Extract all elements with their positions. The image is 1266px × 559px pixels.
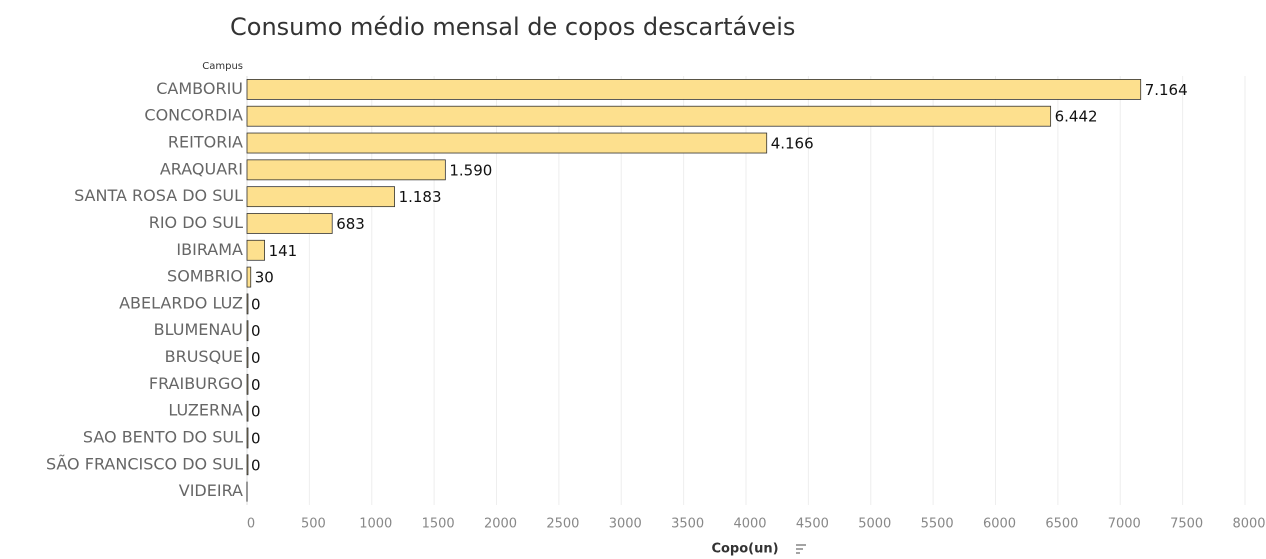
category-axis-label: Campus [202, 61, 243, 72]
category-label: FRAIBURGO [149, 374, 243, 393]
x-tick-label: 3500 [671, 517, 704, 532]
category-label: VIDEIRA [179, 481, 243, 500]
x-tick-label: 4500 [796, 517, 829, 532]
category-label: SAO BENTO DO SUL [83, 427, 243, 446]
category-label: CONCORDIA [144, 106, 243, 125]
bar [246, 347, 249, 368]
value-label: 7.164 [1145, 81, 1188, 99]
x-tick-label: 4000 [733, 517, 766, 532]
bar [246, 320, 249, 342]
x-axis-label: Copo(un) [711, 542, 778, 557]
x-tick-label: 5000 [858, 517, 891, 532]
x-tick-label: 6500 [1045, 517, 1078, 532]
x-tick-label: 5500 [921, 517, 954, 532]
category-label: SÃO FRANCISCO DO SUL [46, 454, 243, 473]
value-label: 1.183 [399, 188, 442, 206]
bar [246, 79, 1142, 100]
value-label: 0 [251, 403, 261, 421]
value-label: 141 [269, 242, 298, 260]
bar [246, 266, 252, 288]
category-label: SANTA ROSA DO SUL [74, 186, 243, 205]
bar [246, 293, 249, 315]
category-label: ABELARDO LUZ [119, 293, 243, 312]
value-label: 4.166 [771, 135, 814, 153]
x-tick-label: 1000 [359, 517, 392, 532]
x-tick-label: 7500 [1170, 517, 1203, 532]
category-label: ARAQUARI [160, 159, 243, 178]
category-label: LUZERNA [168, 401, 243, 420]
x-tick-label: 7000 [1108, 517, 1141, 532]
value-label: 0 [251, 376, 261, 394]
bar [246, 427, 249, 449]
bar [246, 213, 333, 234]
bar [246, 454, 249, 476]
bar [246, 186, 395, 208]
category-label: BRUSQUE [165, 347, 243, 366]
sort-icon[interactable] [796, 544, 806, 554]
value-label: 683 [336, 215, 365, 233]
bar [246, 105, 1052, 127]
chart-title: Consumo médio mensal de copos descartáve… [230, 13, 795, 41]
value-label: 1.590 [449, 161, 492, 179]
category-label: CAMBORIU [156, 79, 243, 98]
x-tick-label: 2500 [546, 517, 579, 532]
value-label: 30 [255, 269, 274, 287]
value-label: 0 [251, 349, 261, 367]
value-label: 0 [251, 322, 261, 340]
x-tick-label: 500 [301, 517, 326, 532]
bar [246, 373, 249, 395]
value-label: 6.442 [1055, 108, 1098, 126]
category-label: IBIRAMA [176, 240, 243, 259]
bar [246, 159, 446, 181]
x-tick-label: 6000 [983, 517, 1016, 532]
category-label: REITORIA [168, 133, 243, 152]
x-tick-label: 2000 [484, 517, 517, 532]
x-tick-label: 1500 [422, 517, 455, 532]
x-tick-label: 3000 [609, 517, 642, 532]
value-label: 0 [251, 295, 261, 313]
category-label: RIO DO SUL [149, 213, 243, 232]
category-label: SOMBRIO [167, 267, 243, 286]
x-tick-label: 0 [247, 517, 255, 532]
value-label: 0 [251, 456, 261, 474]
bar [246, 239, 265, 261]
x-tick-label: 8000 [1232, 517, 1265, 532]
value-label: 0 [251, 429, 261, 447]
bar [246, 400, 249, 422]
category-label: BLUMENAU [154, 320, 243, 339]
bar [246, 132, 768, 154]
